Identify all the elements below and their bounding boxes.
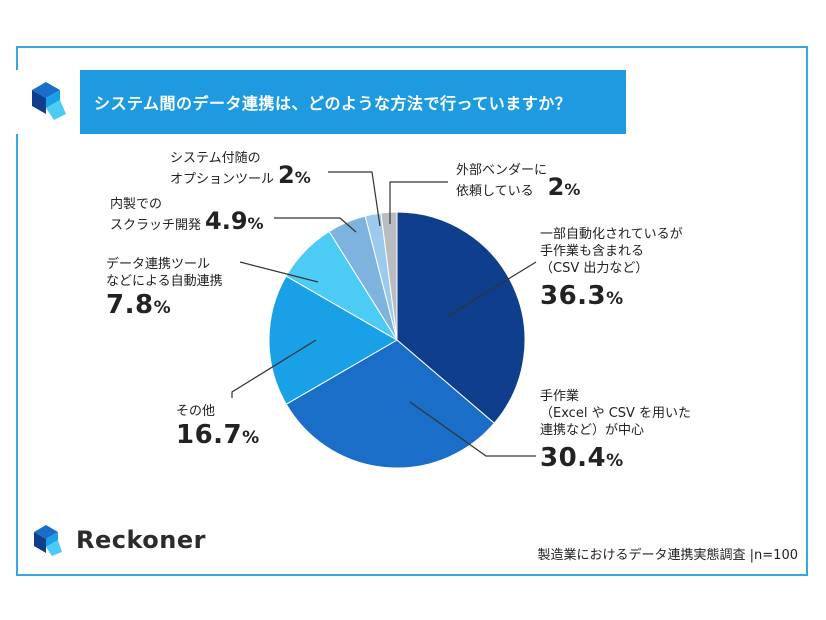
value-other: 16.7 (176, 420, 243, 450)
pie-slice-other (268, 275, 398, 405)
page-title: システム間のデータ連携は、どのような方法で行っていますか？ (80, 70, 626, 134)
leader-line-other (231, 339, 317, 398)
value-scratch: 4.9 (205, 207, 248, 235)
label-partial-auto: 一部自動化されているが 手作業も含まれる （CSV 出力など） 36.3% (540, 227, 683, 311)
survey-footer: 製造業におけるデータ連携実態調査 |n=100 (537, 548, 798, 563)
value-option-tool: 2 (278, 161, 295, 189)
label-tool-auto: データ連携ツール などによる自動連携 7.8% (106, 257, 223, 320)
brand: Reckoner (30, 522, 206, 558)
label-option-tool: システム付随の オプションツール 2% (170, 151, 311, 189)
value-tool-auto: 7.8 (106, 290, 154, 320)
label-other: その他 16.7% (176, 404, 260, 450)
pie-slice-vendor (380, 211, 398, 341)
leader-line-vendor (389, 181, 448, 224)
header-logo-icon (16, 70, 80, 134)
value-partial-auto: 36.3 (540, 281, 607, 311)
label-vendor: 外部ベンダーに 依頼している 2% (456, 163, 581, 201)
leader-line-tool-auto (239, 261, 319, 283)
pie-slice-manual (285, 339, 495, 469)
brand-name: Reckoner (76, 526, 206, 554)
pie-slice-partial-auto (396, 211, 526, 424)
leader-line-partial-auto (447, 261, 537, 317)
reckoner-logo-icon (34, 525, 62, 556)
leader-line-scratch (274, 217, 357, 233)
leader-line-option-tool (328, 171, 381, 227)
leader-line-manual (409, 401, 536, 457)
value-manual: 30.4 (540, 443, 607, 473)
label-manual: 手作業 （Excel や CSV を用いた 連携など）が中心 30.4% (540, 389, 692, 473)
value-vendor: 2 (547, 173, 565, 201)
label-scratch: 内製での スクラッチ開発 4.9% (110, 197, 264, 235)
